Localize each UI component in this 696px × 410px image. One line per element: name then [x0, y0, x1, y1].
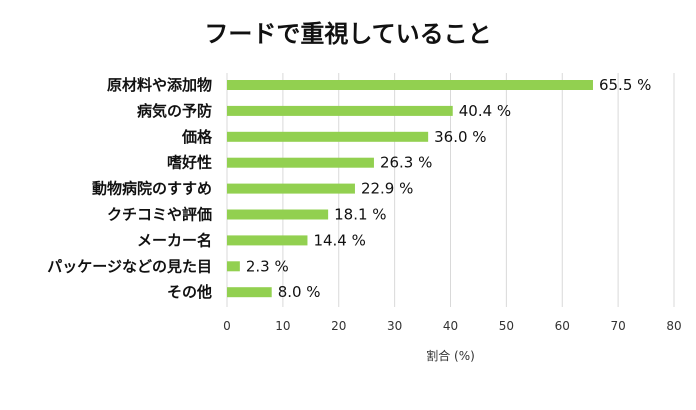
bar	[227, 105, 453, 116]
data-label: 40.4 %	[459, 102, 511, 120]
x-tick-label: 60	[555, 319, 570, 333]
category-label: 嗜好性	[167, 154, 212, 172]
x-tick-label: 0	[223, 319, 231, 333]
category-label: 原材料や添加物	[107, 76, 212, 94]
bar	[227, 287, 272, 298]
x-tick-label: 50	[499, 319, 514, 333]
x-tick-label: 30	[387, 319, 402, 333]
category-label: 病気の予防	[137, 102, 212, 120]
bar	[227, 131, 429, 142]
bar	[227, 209, 329, 220]
category-label: 動物病院のすすめ	[92, 180, 212, 198]
category-label: パッケージなどの見た目	[47, 257, 212, 275]
category-label: 価格	[181, 128, 213, 146]
bar	[227, 261, 240, 272]
data-label: 14.4 %	[313, 231, 365, 249]
x-tick-label: 20	[331, 319, 346, 333]
x-tick-label: 80	[666, 319, 681, 333]
bar	[227, 80, 593, 90]
data-label: 65.5 %	[599, 76, 651, 94]
x-tick-label: 70	[610, 319, 625, 333]
bar	[227, 235, 308, 246]
data-label: 22.9 %	[361, 180, 413, 198]
x-tick-label: 40	[443, 319, 458, 333]
category-label: メーカー名	[137, 231, 212, 249]
x-axis-title: 割合 (%)	[426, 348, 475, 363]
x-tick-label: 10	[275, 319, 290, 333]
data-label: 18.1 %	[334, 206, 386, 224]
category-label: クチコミや評価	[107, 206, 212, 224]
bar	[227, 183, 355, 194]
category-label: その他	[167, 283, 212, 301]
data-label: 26.3 %	[380, 154, 432, 172]
data-label: 8.0 %	[278, 283, 321, 301]
data-label: 2.3 %	[246, 257, 289, 275]
data-label: 36.0 %	[434, 128, 486, 146]
chart-title: フードで重視していること	[204, 20, 492, 48]
bar	[227, 157, 374, 168]
